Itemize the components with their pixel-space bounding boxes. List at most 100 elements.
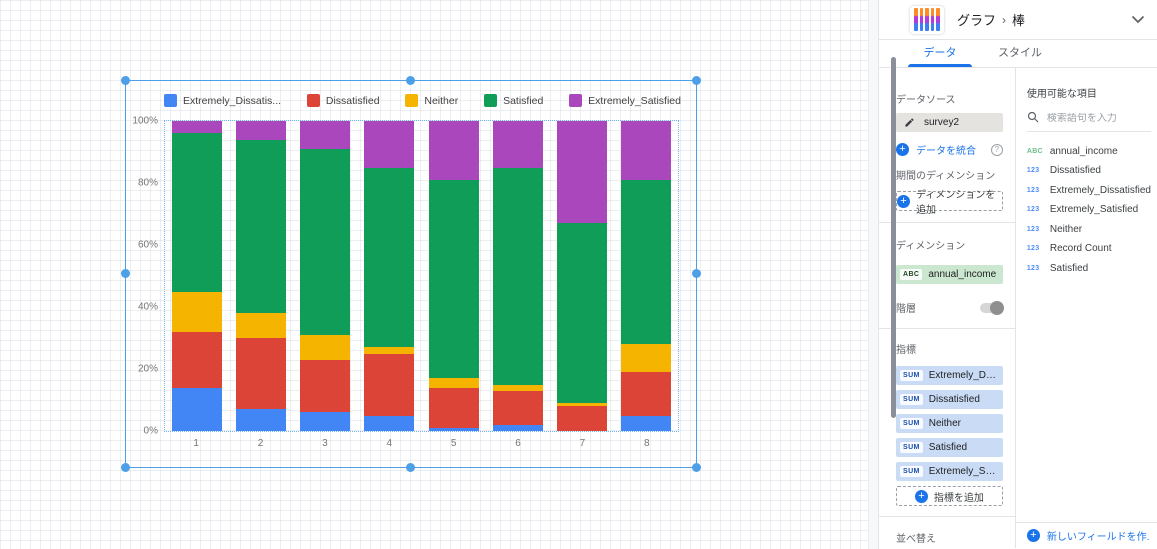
field-item[interactable]: 123 Record Count <box>1026 243 1112 255</box>
metric-chip[interactable]: SUM Dissatisfied <box>896 390 1003 409</box>
chart-type-label: グラフ <box>957 13 997 28</box>
bar-segment-Extremely_Satisfied[interactable] <box>556 121 607 224</box>
metric-chip[interactable]: SUM Neither <box>896 414 1003 433</box>
number-field-icon: 123 <box>1026 245 1040 253</box>
bar-1 <box>172 121 223 431</box>
blend-data-button[interactable]: + データを統合 ? <box>896 142 1003 157</box>
field-item[interactable]: 123 Extremely_Dissatisfied <box>1026 184 1151 196</box>
bar-segment-Extremely_Satisfied[interactable] <box>300 121 351 149</box>
bar-slot <box>614 121 678 431</box>
bar-slot <box>229 121 293 431</box>
selection-handle-bottom-middle[interactable] <box>406 463 415 472</box>
selection-handle-middle-right[interactable] <box>692 269 701 278</box>
dimension-field-name: annual_income <box>928 269 997 280</box>
bar-segment-Extremely_Satisfied[interactable] <box>428 121 479 180</box>
legend-label: Extremely_Satisfied <box>588 94 681 107</box>
available-fields-column: 使用可能な項目 ABC annual_income 123 Dissatisfi… <box>1015 68 1157 548</box>
metric-chip[interactable]: SUM Satisfied <box>896 438 1003 457</box>
tab-data[interactable]: データ <box>900 40 980 67</box>
legend-item-Dissatisfied[interactable]: Dissatisfied <box>306 94 380 107</box>
bar-segment-Extremely_Satisfied[interactable] <box>620 121 671 180</box>
bar-segment-Extremely_Dissatisfied[interactable] <box>300 412 351 431</box>
help-icon[interactable]: ? <box>990 143 1003 156</box>
bar-segment-Satisfied[interactable] <box>620 179 671 345</box>
bar-segment-Satisfied[interactable] <box>364 167 415 348</box>
bar-segment-Extremely_Satisfied[interactable] <box>172 121 223 134</box>
y-tick-label: 80% <box>137 177 158 189</box>
legend-item-Extremely_Satisfied[interactable]: Extremely_Satisfied <box>569 94 681 107</box>
legend-item-Neither[interactable]: Neither <box>405 94 458 107</box>
pencil-icon[interactable] <box>900 117 918 128</box>
bar-segment-Satisfied[interactable] <box>172 133 223 292</box>
selection-handle-top-right[interactable] <box>692 76 701 85</box>
add-metric-button[interactable]: + 指標を追加 <box>896 486 1003 506</box>
data-source-chip[interactable]: survey2 <box>896 113 1003 132</box>
chevron-down-icon[interactable] <box>1131 15 1145 24</box>
report-canvas[interactable]: Extremely_Dissatis... Dissatisfied Neither… <box>0 0 868 549</box>
add-date-dimension-button[interactable]: + ディメンションを追加 <box>896 190 1003 216</box>
bar-segment-Extremely_Satisfied[interactable] <box>236 121 287 140</box>
field-item[interactable]: 123 Dissatisfied <box>1026 165 1101 177</box>
chart-selection-frame[interactable]: Extremely_Dissatis... Dissatisfied Neither… <box>121 76 701 472</box>
legend-item-Extremely_Dissatisfied[interactable]: Extremely_Dissatis... <box>164 94 281 107</box>
selection-handle-top-middle[interactable] <box>406 76 415 85</box>
field-item[interactable]: 123 Neither <box>1026 223 1083 235</box>
bar-segment-Extremely_Dissatisfied[interactable] <box>236 409 287 431</box>
bar-segment-Neither[interactable] <box>172 291 223 332</box>
metric-field-name: Neither <box>928 418 962 429</box>
selection-handle-bottom-right[interactable] <box>692 463 701 472</box>
field-item[interactable]: ABC annual_income <box>1026 145 1118 157</box>
bar-segment-Extremely_Dissatisfied[interactable] <box>620 415 671 431</box>
legend-swatch-icon <box>569 94 583 107</box>
bar-segment-Satisfied[interactable] <box>300 148 351 335</box>
column-chart-icon[interactable] <box>909 4 945 35</box>
legend-item-Satisfied[interactable]: Satisfied <box>484 94 543 107</box>
dimension-chip[interactable]: ABC annual_income <box>896 265 1003 284</box>
bar-slot <box>165 121 229 431</box>
bar-segment-Extremely_Dissatisfied[interactable] <box>428 427 479 431</box>
bar-segment-Extremely_Satisfied[interactable] <box>364 121 415 168</box>
plus-icon: + <box>1026 529 1040 542</box>
bar-segment-Satisfied[interactable] <box>556 223 607 404</box>
bar-segment-Dissatisfied[interactable] <box>620 372 671 416</box>
bar-segment-Neither[interactable] <box>492 384 543 391</box>
chart-subtype-label: 棒 <box>1012 13 1026 28</box>
field-item[interactable]: 123 Satisfied <box>1026 262 1089 274</box>
bar-2 <box>236 121 287 431</box>
bar-segment-Neither[interactable] <box>364 347 415 354</box>
bar-segment-Dissatisfied[interactable] <box>300 359 351 413</box>
bar-segment-Neither[interactable] <box>428 378 479 388</box>
bar-segment-Dissatisfied[interactable] <box>236 338 287 410</box>
bar-segment-Neither[interactable] <box>620 344 671 373</box>
selection-handle-bottom-left[interactable] <box>121 463 130 472</box>
field-item[interactable]: 123 Extremely_Satisfied <box>1026 204 1139 216</box>
create-field-button[interactable]: + 新しいフィールドを作. <box>1015 522 1157 548</box>
metric-chip[interactable]: SUM Extremely_Satisfied <box>896 462 1003 481</box>
bar-segment-Extremely_Satisfied[interactable] <box>492 121 543 168</box>
selection-handle-top-left[interactable] <box>121 76 130 85</box>
bar-6 <box>492 121 543 431</box>
bar-segment-Satisfied[interactable] <box>428 179 479 379</box>
bar-segment-Dissatisfied[interactable] <box>428 387 479 428</box>
drilldown-toggle[interactable] <box>979 300 1004 315</box>
tab-style[interactable]: スタイル <box>998 47 1042 59</box>
bar-segment-Neither[interactable] <box>556 403 607 407</box>
panel-scrollbar[interactable] <box>891 57 896 418</box>
bar-segment-Dissatisfied[interactable] <box>556 406 607 431</box>
bar-segment-Extremely_Dissatisfied[interactable] <box>492 424 543 431</box>
bar-segment-Neither[interactable] <box>236 313 287 339</box>
bar-segment-Neither[interactable] <box>300 334 351 360</box>
bar-segment-Extremely_Dissatisfied[interactable] <box>172 387 223 431</box>
chart-legend: Extremely_Dissatis... Dissatisfied Neither… <box>164 94 681 107</box>
metric-chip[interactable]: SUM Extremely_Dissati... <box>896 366 1003 385</box>
bar-segment-Satisfied[interactable] <box>236 139 287 314</box>
field-search-input[interactable] <box>1046 113 1147 124</box>
bar-segment-Satisfied[interactable] <box>492 167 543 385</box>
bar-segment-Extremely_Dissatisfied[interactable] <box>364 415 415 431</box>
bar-segment-Dissatisfied[interactable] <box>172 331 223 388</box>
bar-4 <box>364 121 415 431</box>
panel-header: グラフ › 棒 <box>879 0 1157 40</box>
selection-handle-middle-left[interactable] <box>121 269 130 278</box>
bar-segment-Dissatisfied[interactable] <box>364 353 415 416</box>
bar-segment-Dissatisfied[interactable] <box>492 390 543 425</box>
